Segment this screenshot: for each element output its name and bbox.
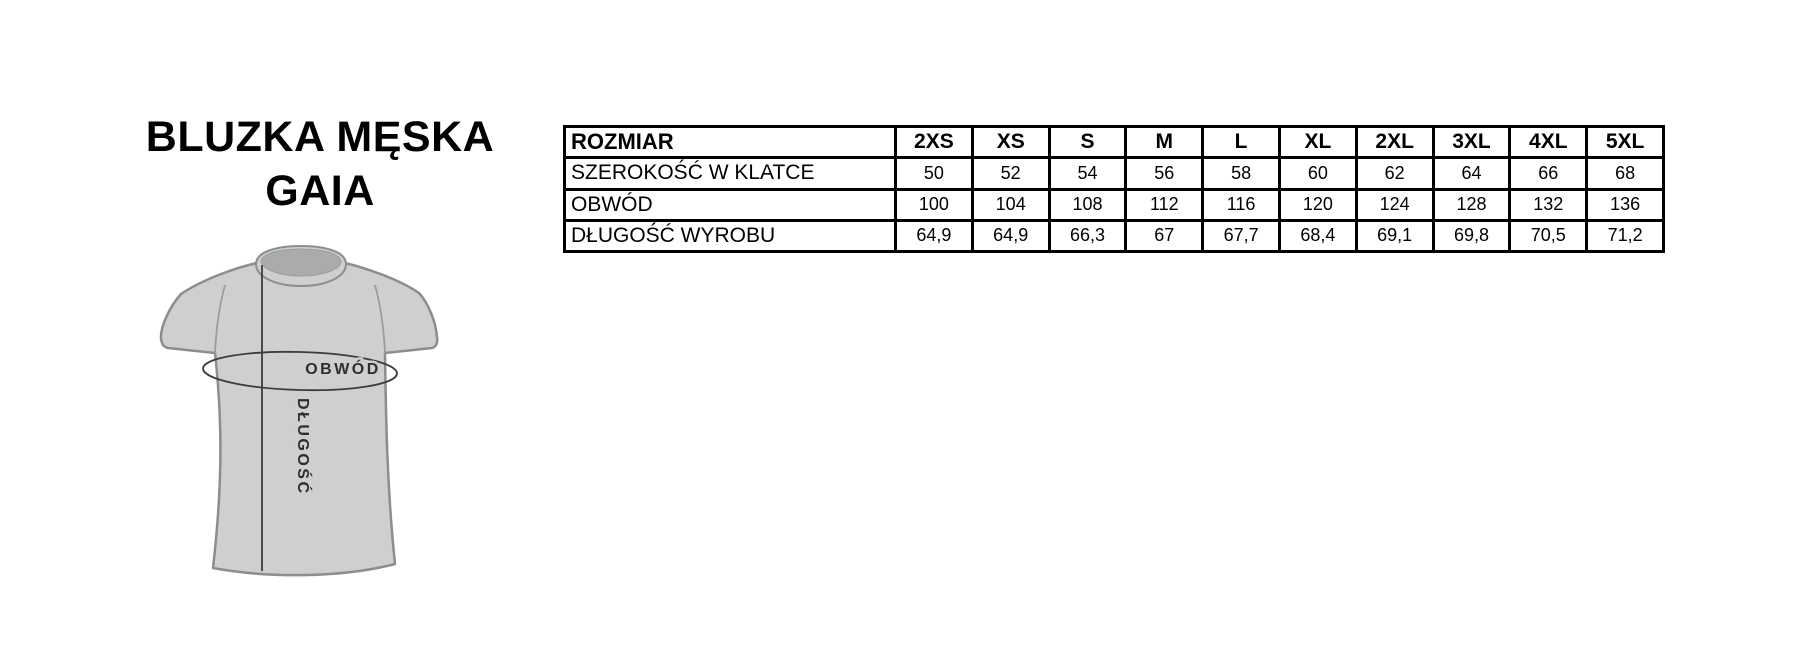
circumference-label: OBWÓD: [305, 359, 381, 378]
size-table: ROZMIAR 2XS XS S M L XL 2XL 3XL 4XL 5XL …: [563, 124, 1665, 254]
value-cell: 70,5: [1508, 218, 1589, 254]
header-size-4xl: 4XL: [1508, 124, 1589, 160]
value-cell: 68,4: [1277, 218, 1358, 254]
value-cell: 64,9: [970, 218, 1051, 254]
header-rozmiar: ROZMIAR: [563, 124, 897, 160]
value-cell: 71,2: [1585, 218, 1665, 254]
value-cell: 116: [1201, 187, 1281, 222]
value-cell: 136: [1585, 187, 1665, 222]
value-cell: 128: [1431, 187, 1512, 222]
row-label: SZEROKOŚĆ W KLATCE: [563, 156, 897, 191]
header-size-5xl: 5XL: [1585, 124, 1665, 160]
value-cell: 69,8: [1431, 218, 1512, 254]
value-cell: 64,9: [894, 218, 974, 254]
value-cell: 58: [1201, 156, 1281, 191]
header-size-2xl: 2XL: [1354, 124, 1435, 160]
header-size-m: M: [1124, 124, 1205, 160]
table-row-circumference: OBWÓD 100 104 108 112 116 120 124 128 13…: [563, 187, 1665, 222]
value-cell: 112: [1124, 187, 1205, 222]
page-title: BLUZKA MĘSKA GAIA: [140, 110, 500, 218]
value-cell: 56: [1124, 156, 1205, 191]
value-cell: 69,1: [1354, 218, 1435, 254]
value-cell: 64: [1431, 156, 1512, 191]
value-cell: 104: [970, 187, 1051, 222]
value-cell: 50: [894, 156, 974, 191]
header-size-s: S: [1047, 124, 1128, 160]
value-cell: 52: [970, 156, 1051, 191]
value-cell: 132: [1508, 187, 1589, 222]
value-cell: 62: [1354, 156, 1435, 191]
value-cell: 60: [1277, 156, 1358, 191]
length-label: DŁUGOŚĆ: [294, 398, 313, 496]
value-cell: 100: [894, 187, 974, 222]
circumference-measure-ellipse: [202, 350, 398, 392]
value-cell: 66: [1508, 156, 1589, 191]
header-size-xl: XL: [1277, 124, 1358, 160]
right-sleeve-seam: [374, 284, 386, 354]
row-label: DŁUGOŚĆ WYROBU: [563, 218, 897, 254]
header-size-3xl: 3XL: [1431, 124, 1512, 160]
value-cell: 68: [1585, 156, 1665, 191]
tshirt-body-shape: [159, 256, 439, 577]
row-label: OBWÓD: [563, 187, 897, 222]
size-table-header-row: ROZMIAR 2XS XS S M L XL 2XL 3XL 4XL 5XL: [563, 124, 1665, 160]
value-cell: 120: [1277, 187, 1358, 222]
product-title-line2: GAIA: [265, 167, 375, 215]
header-size-2xs: 2XS: [894, 124, 974, 160]
left-sleeve-seam: [214, 284, 226, 354]
value-cell: 67,7: [1201, 218, 1281, 254]
table-row-product-length: DŁUGOŚĆ WYROBU 64,9 64,9 66,3 67 67,7 68…: [563, 218, 1665, 254]
header-size-xs: XS: [970, 124, 1051, 160]
tshirt-diagram-svg: OBWÓD DŁUGOŚĆ: [159, 244, 439, 577]
value-cell: 67: [1124, 218, 1205, 254]
value-cell: 66,3: [1047, 218, 1128, 254]
collar-inner-opening: [260, 248, 342, 277]
value-cell: 108: [1047, 187, 1128, 222]
value-cell: 54: [1047, 156, 1128, 191]
product-title-line1: BLUZKA MĘSKA: [145, 113, 495, 161]
tshirt-measurement-diagram: OBWÓD DŁUGOŚĆ: [145, 235, 455, 585]
value-cell: 124: [1354, 187, 1435, 222]
header-size-l: L: [1201, 124, 1281, 160]
table-row-chest-width: SZEROKOŚĆ W KLATCE 50 52 54 56 58 60 62 …: [563, 156, 1665, 191]
